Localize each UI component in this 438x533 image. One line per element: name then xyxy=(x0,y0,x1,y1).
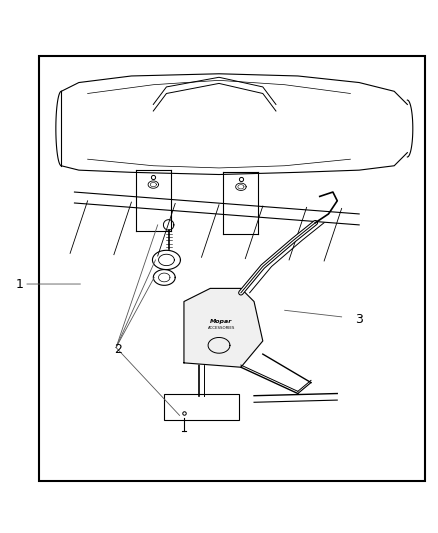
Text: 1: 1 xyxy=(16,278,24,290)
Text: ACCESSORIES: ACCESSORIES xyxy=(208,326,235,330)
Polygon shape xyxy=(184,288,263,367)
FancyBboxPatch shape xyxy=(164,393,239,420)
Text: 3: 3 xyxy=(355,312,363,326)
Text: 2: 2 xyxy=(114,343,122,356)
Text: Mopar: Mopar xyxy=(210,319,233,324)
